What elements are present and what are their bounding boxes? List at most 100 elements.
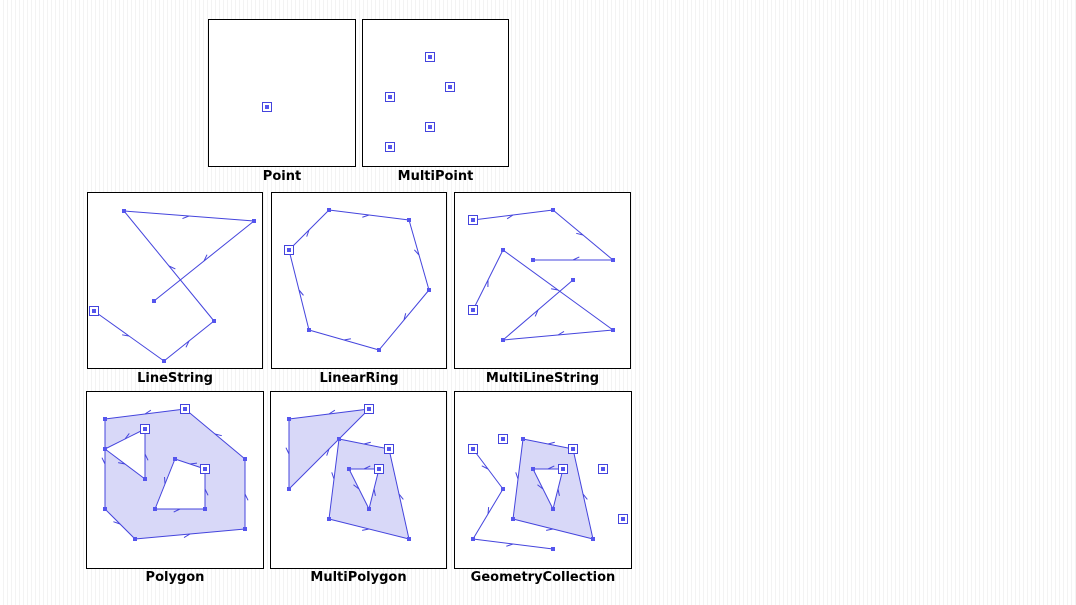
- vertex-marker: [471, 308, 475, 312]
- vertex-marker: [92, 309, 96, 313]
- ring-direction-arrow: [173, 508, 181, 513]
- ring-direction-arrow: [204, 488, 209, 496]
- vertex-marker: [327, 208, 331, 212]
- ring-direction-arrow: [546, 528, 554, 531]
- vertex-marker: [531, 467, 535, 471]
- vertex-marker: [471, 218, 475, 222]
- vertex-marker: [561, 467, 565, 471]
- vertex-marker: [407, 218, 411, 222]
- geometry-polygon: [101, 404, 249, 541]
- polygon-fill: [513, 439, 593, 539]
- vertex-marker: [377, 348, 381, 352]
- line-direction-arrow: [572, 256, 580, 261]
- vertex-marker: [521, 437, 525, 441]
- ring-direction-arrow: [144, 409, 152, 415]
- line-direction-arrow: [362, 214, 370, 218]
- vertex-marker: [501, 487, 505, 491]
- ring-direction-arrow: [515, 472, 519, 480]
- geometry-multipolygon: [285, 404, 411, 541]
- point-marker: [448, 85, 452, 89]
- vertex-marker: [143, 427, 147, 431]
- geometry-linearring: [284, 208, 431, 352]
- ring-direction-arrow: [124, 433, 130, 440]
- vertex-marker: [611, 328, 615, 332]
- vertex-marker: [243, 527, 247, 531]
- line-direction-arrow: [298, 289, 304, 296]
- vertex-marker: [287, 417, 291, 421]
- line-direction-arrow: [182, 215, 190, 220]
- ring-direction-arrow: [331, 472, 335, 480]
- ring-direction-arrow: [328, 409, 336, 415]
- ring-direction-arrow: [398, 493, 404, 500]
- vertex-marker: [133, 537, 137, 541]
- line-direction-arrow: [534, 309, 539, 317]
- caption-multipolygon: MultiPolygon: [310, 570, 407, 585]
- vertex-marker: [327, 517, 331, 521]
- geometry-multilinestring: [468, 208, 615, 342]
- ring-direction-arrow: [118, 462, 126, 465]
- canvas-multipolygon: [270, 391, 447, 569]
- vertex-marker: [471, 537, 475, 541]
- ring-direction-arrow: [547, 441, 555, 445]
- line-direction-arrow: [403, 313, 407, 321]
- vertex-marker: [471, 447, 475, 451]
- geometry-geometrycollection: [468, 434, 628, 551]
- ring-direction-arrow: [537, 484, 544, 490]
- vertex-marker: [252, 219, 256, 223]
- geometry-multipoint: [385, 52, 455, 152]
- line-direction-arrow: [185, 340, 190, 348]
- line-direction-arrow: [551, 288, 559, 291]
- vertex-marker: [337, 437, 341, 441]
- vertex-marker: [183, 407, 187, 411]
- ring-direction-arrow: [244, 493, 249, 501]
- vertex-marker: [427, 288, 431, 292]
- line-direction-arrow: [576, 232, 584, 236]
- canvas-point: [208, 19, 356, 167]
- ring-direction-arrow: [214, 433, 222, 437]
- vertex-marker: [511, 517, 515, 521]
- vertex-marker: [551, 208, 555, 212]
- caption-point: Point: [262, 169, 302, 184]
- vertex-marker: [122, 209, 126, 213]
- ring-direction-arrow: [557, 488, 560, 496]
- ring-direction-arrow: [363, 465, 371, 470]
- vertex-marker: [103, 447, 107, 451]
- ring-direction-arrow: [113, 521, 121, 525]
- ring-direction-arrow: [189, 462, 198, 465]
- vertex-marker: [591, 537, 595, 541]
- polygon-fill: [105, 409, 245, 539]
- caption-multilinestring: MultiLineString: [485, 371, 600, 386]
- line-direction-arrow: [481, 465, 489, 470]
- canvas-linestring: [87, 192, 263, 369]
- ring-direction-arrow: [363, 441, 371, 445]
- geometry-linestring: [89, 209, 256, 363]
- line-direction-arrow: [487, 506, 490, 515]
- ring-direction-arrow: [353, 484, 360, 490]
- vertex-marker: [387, 447, 391, 451]
- line-direction-arrow: [168, 265, 176, 270]
- ring-direction-arrow: [326, 448, 330, 456]
- vertex-marker: [501, 248, 505, 252]
- canvas-multilinestring: [454, 192, 631, 369]
- point-marker: [621, 517, 625, 521]
- ring-direction-arrow: [144, 453, 149, 461]
- vertex-marker: [611, 258, 615, 262]
- vertex-marker: [307, 328, 311, 332]
- ring-direction-arrow: [373, 488, 376, 496]
- point-marker: [501, 437, 505, 441]
- vertex-marker: [162, 359, 166, 363]
- canvas-geometrycollection: [454, 391, 632, 569]
- caption-linestring: LineString: [137, 371, 213, 386]
- point-marker: [428, 55, 432, 59]
- ring-direction-arrow: [547, 465, 555, 470]
- line-direction-arrow: [343, 338, 351, 341]
- vertex-marker: [203, 467, 207, 471]
- vertex-marker: [152, 299, 156, 303]
- vertex-marker: [143, 477, 147, 481]
- line-direction-arrow: [557, 330, 565, 336]
- vertex-marker: [347, 467, 351, 471]
- ring-direction-arrow: [183, 533, 191, 539]
- line-direction-arrow: [203, 254, 208, 262]
- vertex-marker: [287, 487, 291, 491]
- caption-linearring: LinearRing: [319, 371, 399, 386]
